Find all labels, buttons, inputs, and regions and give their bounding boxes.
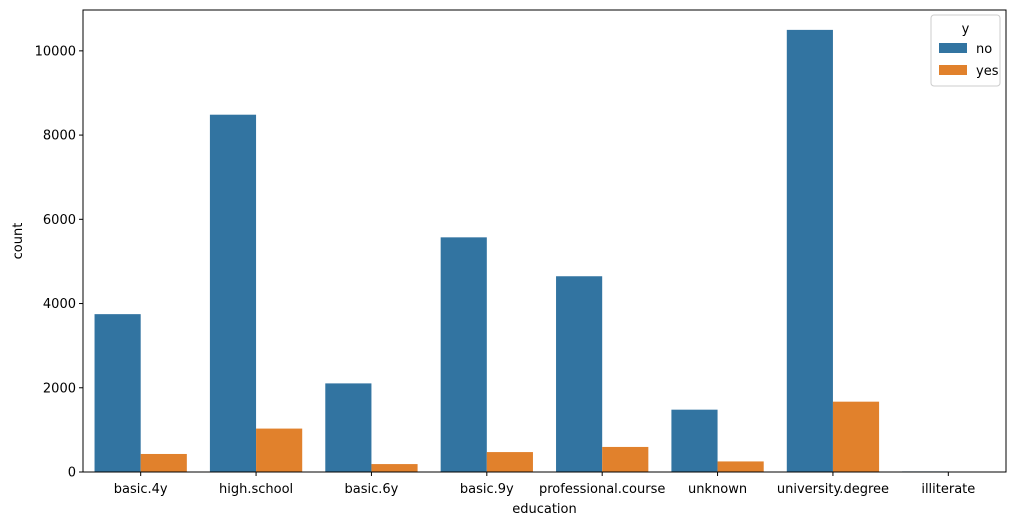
bar-no-basic.9y bbox=[440, 237, 487, 472]
legend-label-no: no bbox=[976, 42, 992, 57]
y-tick-label: 6000 bbox=[43, 213, 76, 228]
x-tick-label: basic.4y bbox=[114, 482, 168, 497]
bar-yes-high.school bbox=[256, 428, 303, 472]
bar-yes-unknown bbox=[717, 461, 764, 472]
x-tick-label: professional.course bbox=[539, 482, 665, 497]
y-tick-label: 8000 bbox=[43, 129, 76, 144]
x-axis-label: education bbox=[512, 502, 577, 517]
x-tick-label: high.school bbox=[219, 482, 293, 497]
bar-yes-basic.4y bbox=[140, 453, 187, 472]
y-tick-label: 0 bbox=[68, 466, 76, 481]
bar-no-university.degree bbox=[786, 29, 833, 472]
bar-no-basic.4y bbox=[94, 314, 141, 472]
bar-no-professional.course bbox=[556, 276, 603, 472]
axes-group: basic.4y high.school basic.6y basic.9y profe… bbox=[35, 9, 1007, 497]
bars-group bbox=[94, 29, 995, 472]
x-tick-label: basic.6y bbox=[345, 482, 399, 497]
legend: yno yes bbox=[930, 14, 1001, 87]
y-tick-label: 4000 bbox=[43, 297, 76, 312]
legend-label-yes: yes bbox=[976, 64, 999, 79]
bar-yes-university.degree bbox=[832, 401, 880, 472]
plot-frame bbox=[82, 9, 1007, 473]
bar-yes-professional.course bbox=[602, 446, 649, 472]
bar-no-high.school bbox=[209, 114, 257, 472]
x-tick-label: basic.9y bbox=[460, 482, 514, 497]
legend-title: y bbox=[962, 22, 970, 37]
legend-swatch-no bbox=[939, 43, 967, 53]
x-tick-label: illiterate bbox=[921, 482, 975, 497]
y-tick-label: 2000 bbox=[43, 381, 76, 396]
bar-yes-basic.6y bbox=[371, 464, 418, 472]
x-tick-label: unknown bbox=[688, 482, 747, 497]
legend-swatch-yes bbox=[939, 65, 967, 75]
y-tick-label: 10000 bbox=[35, 44, 76, 59]
x-tick-label: university.degree bbox=[777, 482, 889, 497]
bar-no-unknown bbox=[671, 409, 718, 472]
bar-no-basic.6y bbox=[325, 383, 372, 472]
y-axis-label: count bbox=[11, 223, 26, 260]
bar-yes-basic.9y bbox=[486, 452, 533, 472]
